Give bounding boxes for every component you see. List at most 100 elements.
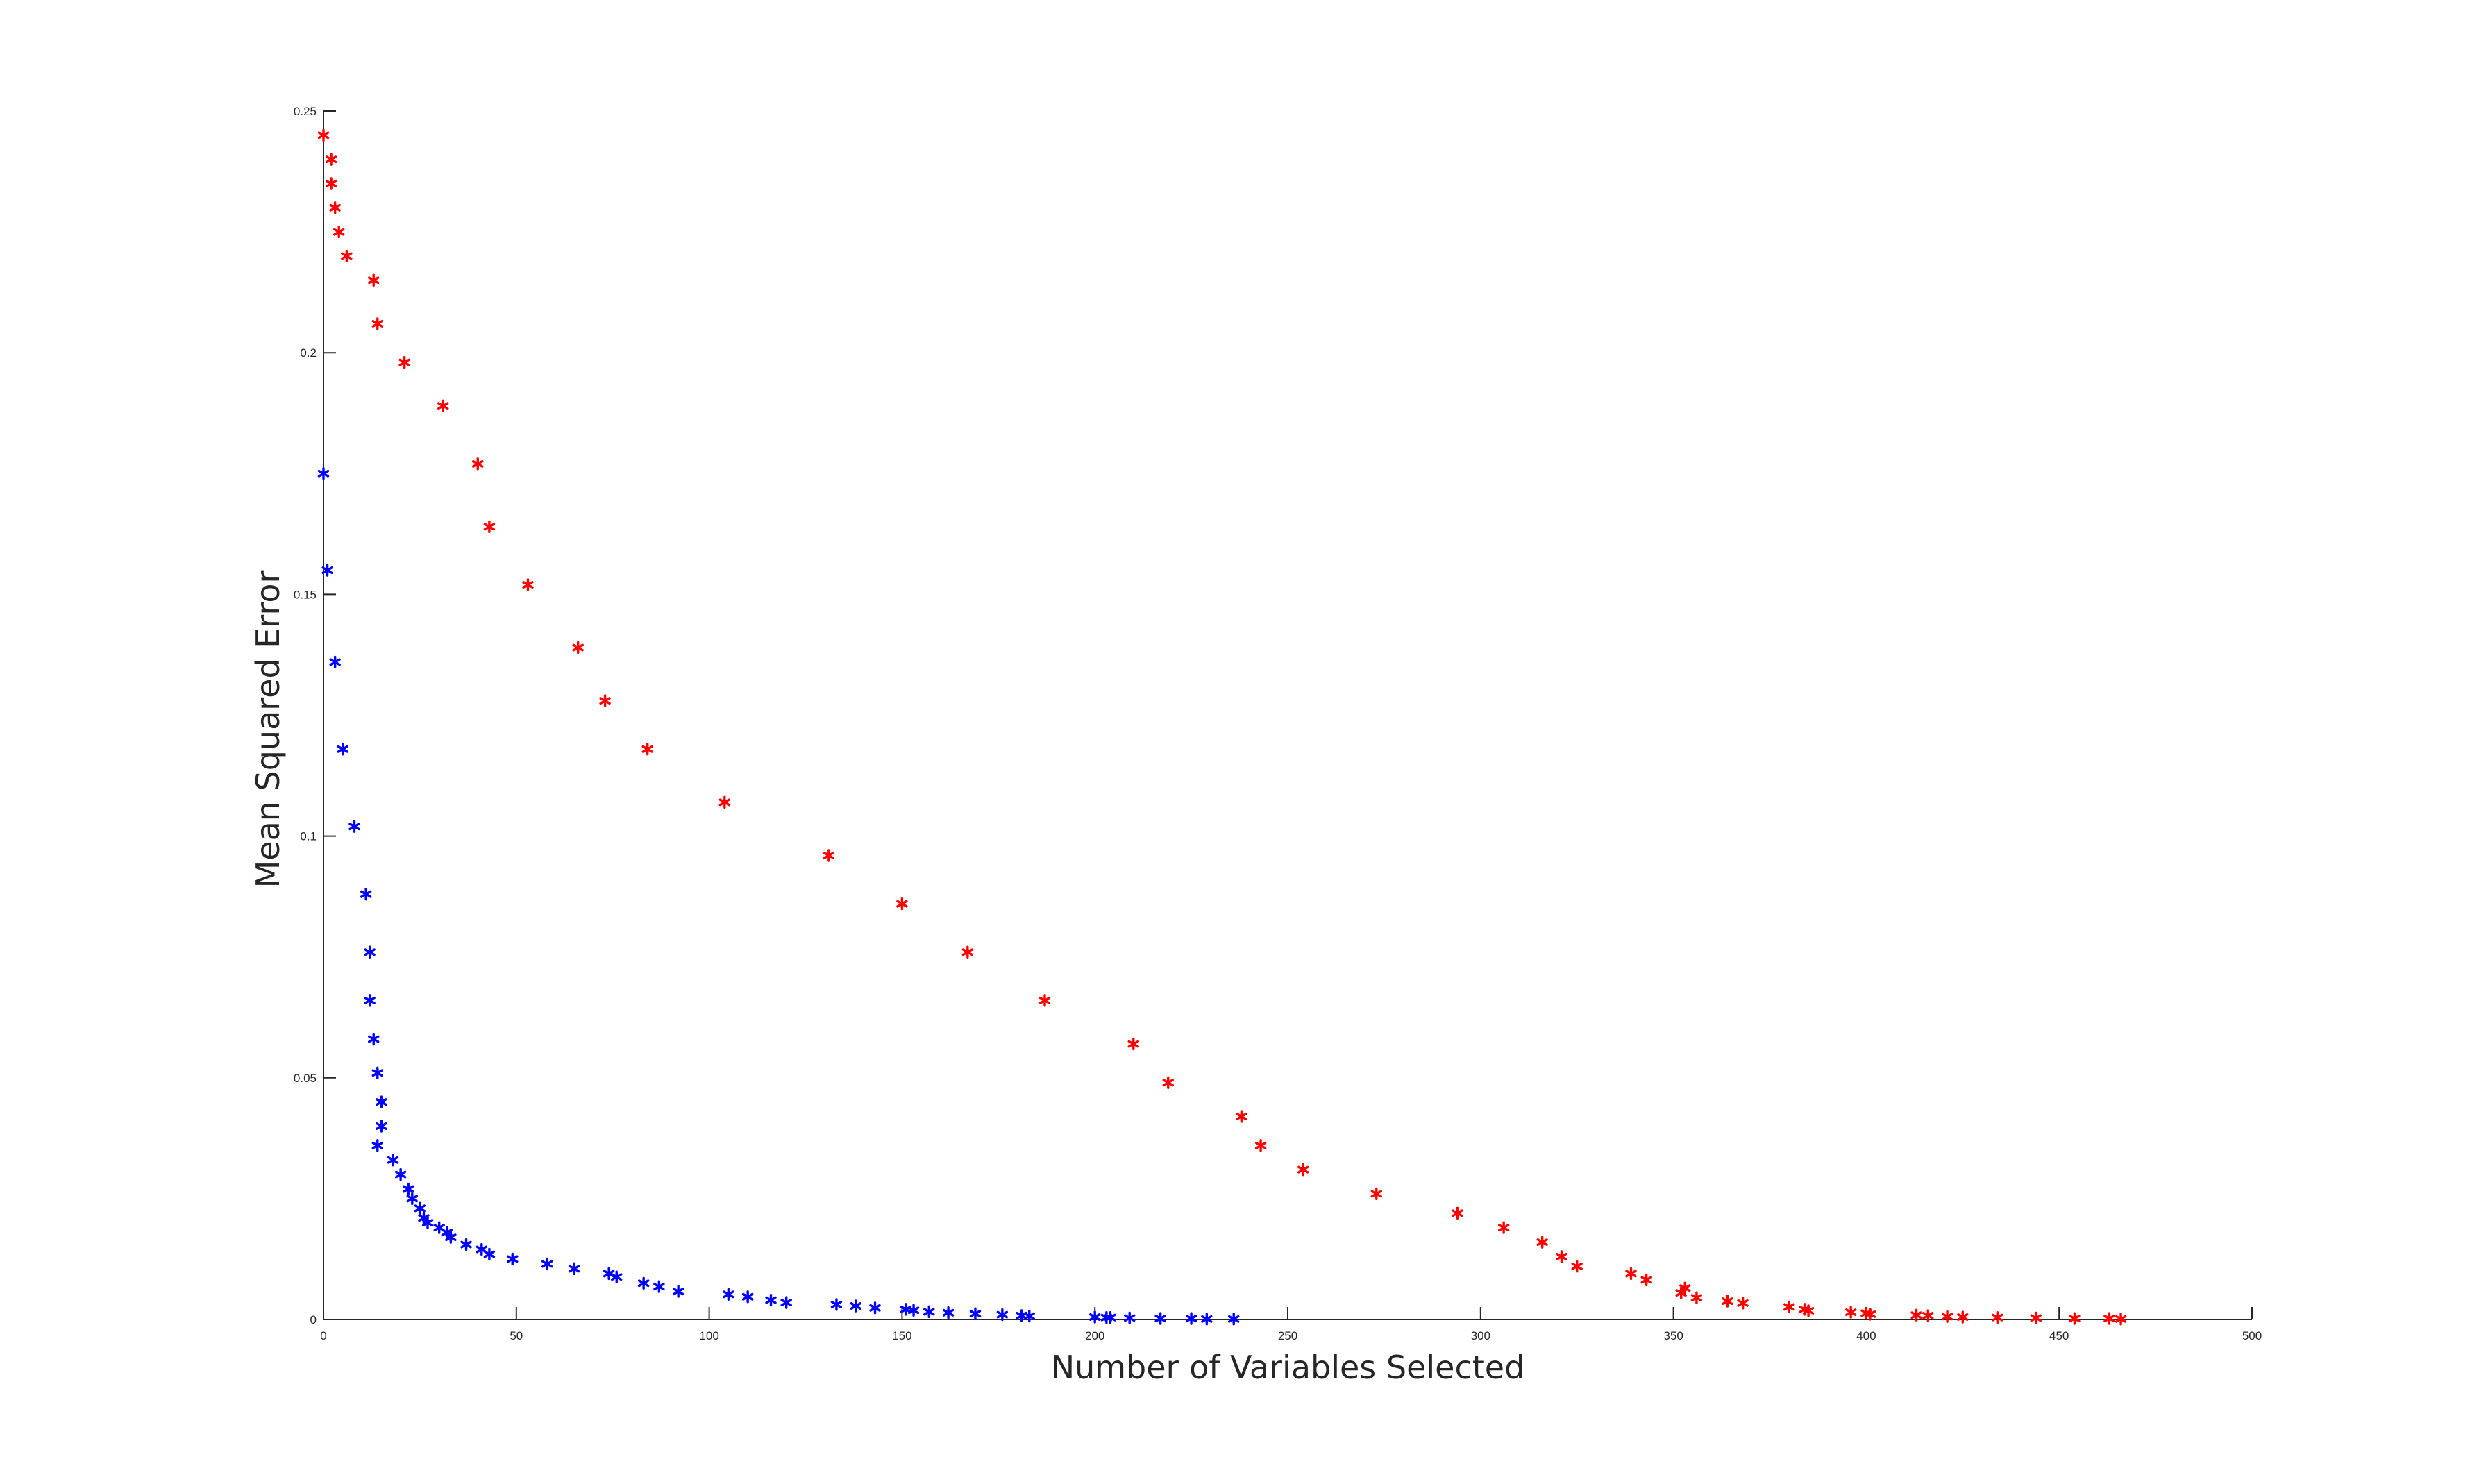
red-data-point [1675,1286,1687,1299]
blue-data-point [507,1252,519,1266]
blue-data-point [765,1293,777,1307]
blue-data-point [394,1167,407,1181]
red-data-point [1640,1273,1652,1287]
y-axis-ticks: 0 0.05 0.1 0.15 0.2 0.25 [294,105,336,1326]
x-tick-label: 250 [1278,1329,1297,1342]
red-data-point [1452,1206,1463,1220]
blue-data-point [1185,1312,1197,1325]
blue-data-point [406,1192,418,1206]
blue-data-point [483,1247,496,1261]
blue-data-point [1201,1313,1213,1326]
x-tick-label: 50 [510,1329,523,1342]
x-tick-label: 200 [1085,1329,1104,1342]
blue-data-point [996,1308,1009,1322]
blue-data-point [460,1238,472,1251]
red-data-point [483,520,496,534]
x-tick-label: 350 [1663,1329,1683,1342]
red-data-point [1722,1295,1733,1308]
blue-data-point [387,1153,399,1167]
y-tick-label: 0.25 [294,105,317,118]
red-data-point [2069,1312,2081,1325]
red-data-point [325,153,337,166]
red-data-point [961,945,974,959]
blue-data-point [568,1262,580,1276]
red-data-point [1039,994,1051,1007]
red-data-point [718,795,731,809]
blue-data-point [869,1301,881,1315]
red-data-point [371,317,383,330]
blue-data-point [421,1216,434,1229]
red-data-point [333,225,345,239]
x-axis-title: Number of Variables Selected [1051,1349,1525,1386]
y-tick-label: 0.1 [300,830,317,843]
x-tick-label: 0 [320,1329,326,1342]
x-tick-label: 500 [2242,1329,2262,1342]
blue-data-point [403,1182,414,1196]
red-data-point [1941,1310,1953,1324]
red-data-point [325,177,337,190]
red-data-point [1297,1163,1309,1177]
blue-data-point [337,743,348,756]
red-data-point [1556,1250,1567,1263]
blue-data-point [969,1307,982,1320]
blue-data-point [1104,1311,1116,1324]
blue-data-point [611,1270,623,1283]
red-data-point [2103,1312,2115,1325]
blue-data-point [321,564,333,577]
x-tick-label: 400 [1856,1329,1876,1342]
y-tick-label: 0.15 [294,588,317,601]
red-data-point [1370,1187,1382,1201]
blue-data-point [1089,1310,1101,1324]
blue-data-point [1228,1313,1240,1326]
blue-data-point [348,820,360,833]
blue-data-point [1023,1309,1035,1323]
blue-data-point [329,655,341,669]
red-data-point [896,897,908,911]
red-data-point [641,743,653,756]
red-data-point [823,849,835,862]
red-data-point [1571,1260,1583,1273]
red-data-point [1625,1267,1637,1281]
red-data-point [1783,1300,1795,1314]
blue-data-point [445,1231,457,1244]
red-data-point [1737,1297,1749,1310]
red-data-point [2115,1313,2127,1326]
y-tick-label: 0 [310,1313,317,1326]
blue-data-point [317,467,330,480]
blue-data-point [637,1276,650,1290]
blue-data-point [414,1201,426,1215]
blue-data-point [741,1290,754,1304]
blue-data-point [376,1095,387,1108]
blue-data-point [371,1066,383,1080]
red-data-point [1236,1110,1247,1123]
blue-data-point [541,1257,553,1271]
red-data-point [1127,1037,1139,1051]
red-data-point [368,273,380,287]
blue-data-point [830,1298,843,1311]
blue-data-point [907,1304,920,1317]
blue-data-point [368,1032,380,1046]
red-data-point [1992,1311,2003,1324]
blue-data-point [923,1305,935,1319]
scatter-markers [317,128,2127,1326]
red-data-point [1690,1291,1703,1304]
y-tick-label: 0.2 [300,346,317,360]
red-data-point [437,399,449,413]
red-data-point [1957,1310,1969,1324]
blue-data-point [942,1306,955,1319]
blue-data-point [364,945,376,959]
x-tick-label: 450 [2049,1329,2069,1342]
red-data-point [1922,1309,1934,1322]
x-tick-label: 150 [892,1329,911,1342]
red-data-point [2030,1311,2042,1325]
red-data-point [599,694,611,707]
red-data-point [317,128,330,142]
red-data-point [329,201,341,214]
red-data-point [1254,1139,1267,1152]
red-data-point [1844,1306,1857,1319]
red-data-point [572,641,584,655]
red-data-point [341,249,353,263]
blue-data-point [1124,1311,1136,1325]
blue-data-point [850,1299,861,1313]
